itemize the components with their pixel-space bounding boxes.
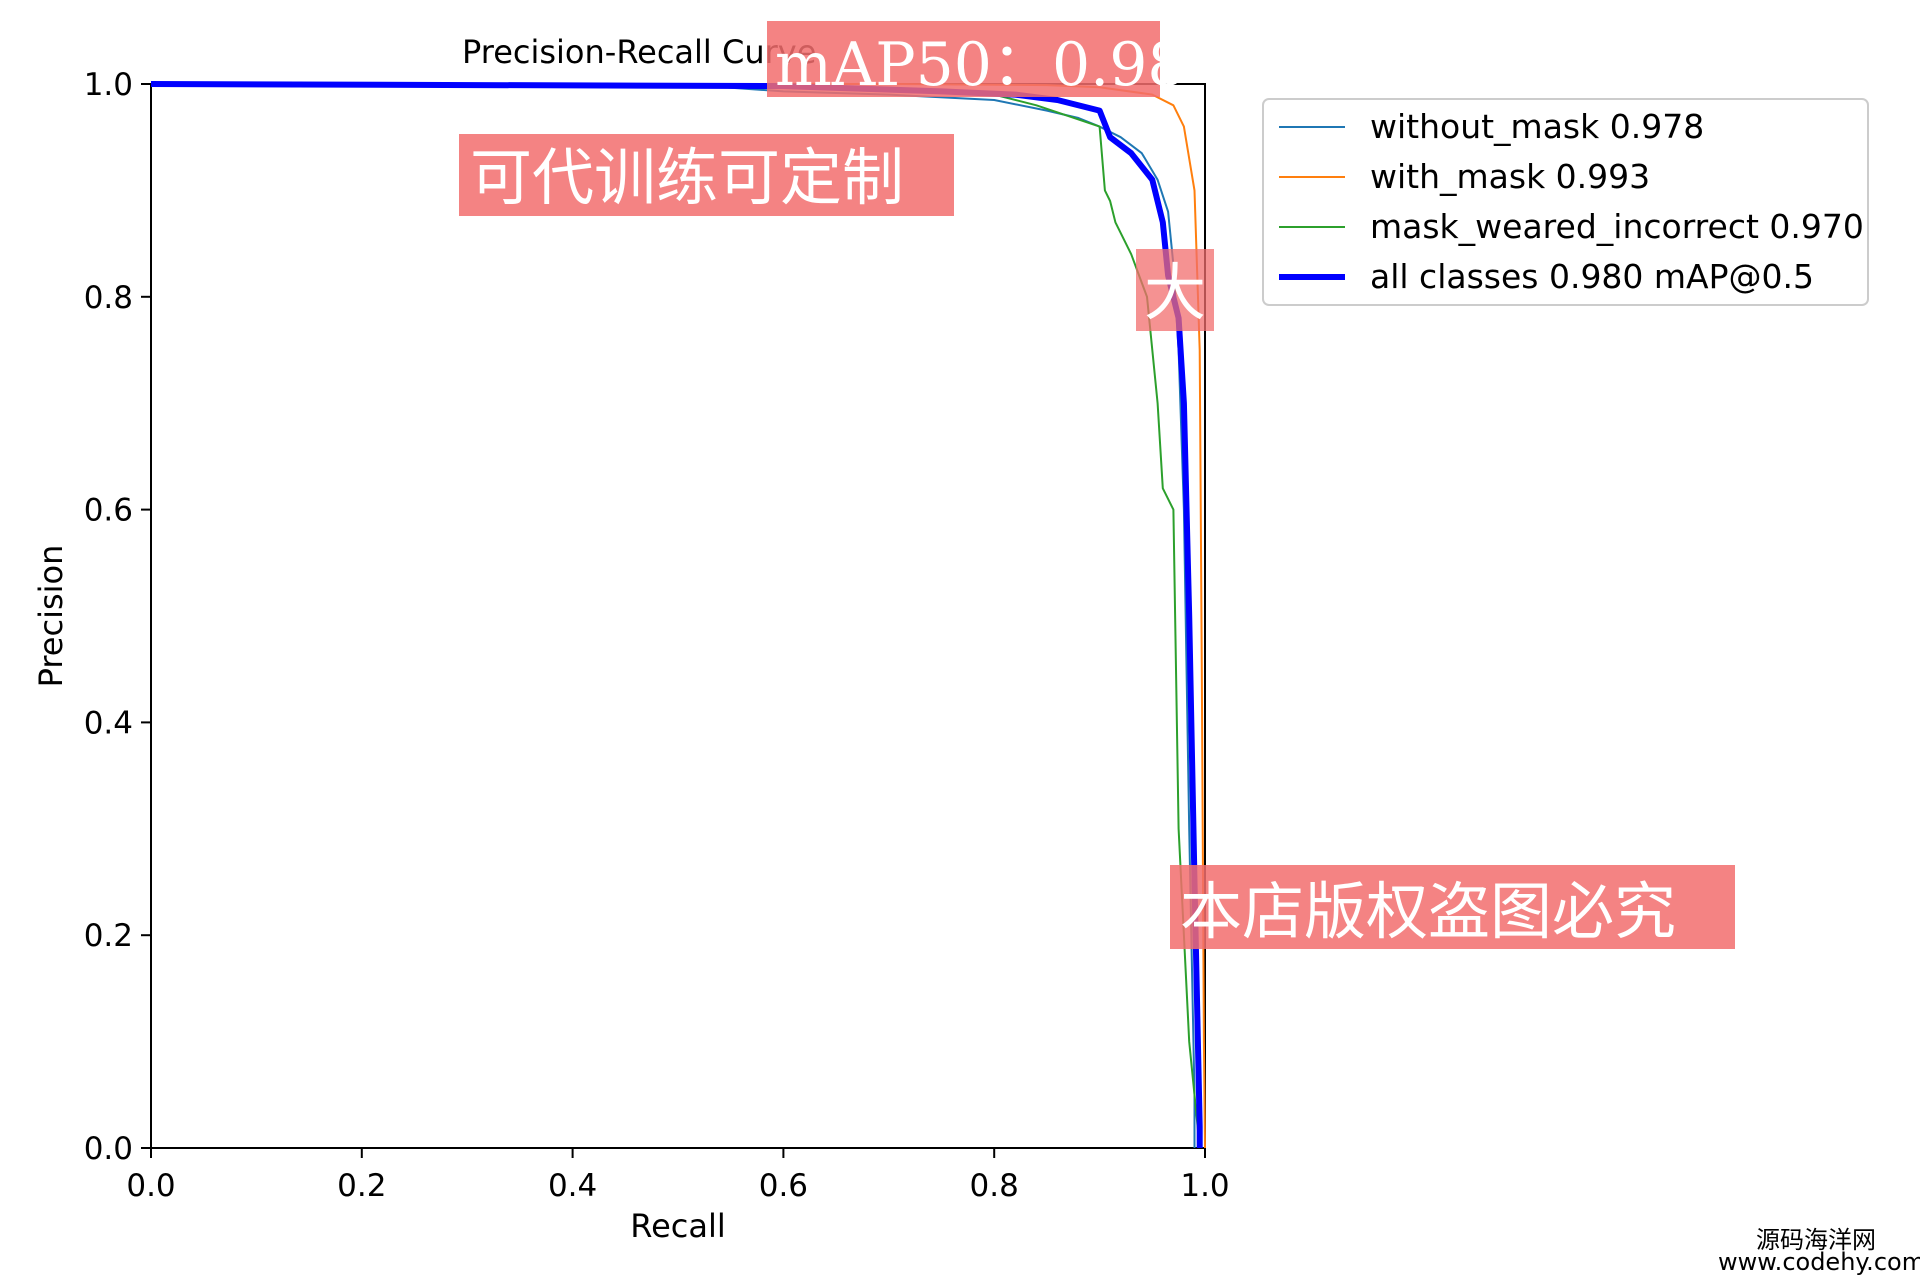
y-axis-ticks: 0.0 0.2 0.4 0.6 0.8 1.0 [84,67,151,1167]
x-axis-title: Recall [630,1207,725,1245]
watermark-copyright-bg [1170,865,1735,949]
x-tick-label: 0.8 [970,1168,1019,1204]
y-tick-label: 0.8 [84,280,133,316]
y-tick-label: 0.6 [84,493,133,529]
watermark-custom-training-text: 可代训练可定制 [470,141,904,214]
x-axis-ticks: 0.0 0.2 0.4 0.6 0.8 1.0 [126,1148,1230,1204]
legend: without_mask 0.978 with_mask 0.993 mask_we… [1262,98,1869,306]
legend-box [1262,98,1869,306]
watermark-copyright-text: 本店版权盗图必究 [1180,875,1676,948]
legend-label: without_mask 0.978 [1370,107,1704,146]
legend-items: without_mask 0.978 with_mask 0.993 mask_we… [1279,107,1864,296]
x-tick-label: 0.2 [337,1168,386,1204]
watermark-map-badge: mAP50：0.98 [767,21,1186,100]
plot-area-frame [150,83,1206,1149]
watermark-map-badge-text: mAP50：0.98 [775,30,1186,100]
footer-site-url: www.codehy.com [1718,1248,1920,1276]
footer-site-name: 源码海洋网 [1756,1226,1876,1254]
y-tick-label: 0.4 [84,705,133,741]
x-tick-label: 1.0 [1180,1168,1229,1204]
watermark-custom-training-bg [459,134,954,216]
watermark-partial: 大 [1136,249,1214,331]
watermark-partial-bg [1136,249,1214,331]
y-tick-label: 0.0 [84,1131,133,1167]
x-tick-label: 0.4 [548,1168,597,1204]
chart-title: Precision-Recall Curve [462,33,816,71]
watermark-custom-training: 可代训练可定制 [459,134,954,216]
series-layer [150,81,1206,1149]
watermark-copyright: 本店版权盗图必究 [1170,865,1735,949]
x-tick-label: 0.6 [759,1168,808,1204]
series-line-2 [151,83,1206,1149]
legend-label: with_mask 0.993 [1370,157,1650,196]
legend-label: mask_weared_incorrect 0.970 [1370,207,1864,246]
x-tick-label: 0.0 [126,1168,175,1204]
watermark-partial-text: 大 [1144,256,1206,329]
series-line-4 [150,81,1203,1148]
y-tick-label: 0.2 [84,918,133,954]
y-tick-label: 1.0 [84,67,133,103]
y-axis-title: Precision [32,545,70,688]
series-line-1 [151,83,1196,1148]
legend-label: all classes 0.980 mAP@0.5 [1370,257,1814,296]
series-line-3 [151,83,1201,1149]
watermark-map-badge-bg [767,21,1160,97]
